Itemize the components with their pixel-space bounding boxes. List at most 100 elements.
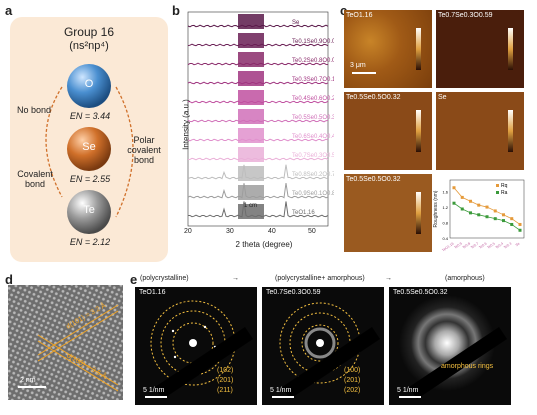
roughness-xtick-8: Se — [515, 242, 521, 248]
xrd-ylabel: Intensity (a.u.) — [181, 99, 191, 150]
xtick-50: 50 — [308, 228, 316, 235]
saed-header-mixed: (polycrystalline+ amorphous) — [275, 275, 365, 282]
hrtem-scale-label: 2 nm — [20, 377, 36, 384]
xrd-series-label-6: Te0.6Se0.4O0.49 — [292, 134, 334, 140]
saed-pattern-1 — [145, 300, 253, 399]
xrd-scale-label: 1 cm — [244, 203, 258, 209]
roughness-point-0-3 — [477, 203, 481, 207]
saed-title-2: Te0.7Se0.3O0.59 — [266, 289, 321, 296]
afm-label-5: Te0.5Se0.5O0.32 — [346, 176, 401, 183]
roughness-xtick-1: Te0.9 — [454, 242, 463, 250]
saed-header-amorphous: (amorphous) — [445, 275, 485, 282]
roughness-point-1-8 — [518, 228, 522, 232]
roughness-xtick-2: Te0.8 — [462, 242, 471, 250]
xrd-series-label-5: Te0.5Se0.5O0.32 — [292, 115, 334, 121]
ring-label-211: (211) — [217, 387, 233, 394]
colorbar-5 — [416, 192, 421, 234]
sample-photo-0 — [238, 14, 264, 29]
group-title: Group 16 — [63, 25, 115, 39]
roughness-point-0-1 — [460, 195, 464, 199]
ring-label-202: (202) — [344, 387, 361, 394]
sample-photo-10 — [238, 204, 264, 219]
sample-photo-2 — [238, 52, 264, 67]
xrd-series-label-7: Te0.7Se0.3O0.59 — [292, 153, 334, 159]
afm-label-4: Se — [438, 94, 447, 101]
roughness-ytick-0: 0.4 — [442, 236, 448, 241]
roughness-point-1-4 — [485, 215, 489, 219]
xrd-series-label-8: Te0.8Se0.2O0.7 — [292, 172, 334, 178]
roughness-legend-swatch-0 — [496, 184, 499, 187]
roughness-xtick-3: Te0.7 — [470, 242, 479, 250]
roughness-legend-0: Rq — [501, 183, 508, 189]
xrd-series-label-1: Te0.1Se0.9O0.04 — [292, 39, 334, 45]
colorbar-2 — [508, 28, 513, 70]
colorbar-4 — [508, 110, 513, 152]
symbol-se: Se — [82, 141, 96, 153]
en-o: EN = 3.44 — [69, 111, 111, 121]
sample-photo-7 — [238, 147, 264, 162]
saed-scale-3: 5 1/nm — [397, 387, 419, 394]
afm-scale-bar — [352, 72, 376, 74]
saed-arrow-2: → — [385, 275, 392, 282]
oxygen-sphere — [67, 64, 111, 108]
ring-label-100: (100) — [344, 367, 361, 374]
afm-label-1: TeO1.16 — [346, 12, 373, 19]
xrd-frame — [187, 11, 329, 227]
roughness-xtick-0: TeO1.16 — [441, 242, 454, 253]
roughness-point-0-2 — [469, 199, 472, 203]
symbol-o: O — [84, 78, 94, 90]
panel-label-e: e — [130, 272, 138, 287]
roughness-point-0-0 — [452, 186, 456, 190]
roughness-point-1-0 — [452, 201, 456, 205]
roughness-point-1-3 — [477, 213, 481, 217]
saed-title-1: TeO1.16 — [139, 289, 166, 296]
panel-label-a: a — [5, 3, 13, 18]
amorphous-rings-label: amorphous rings — [441, 363, 494, 370]
panel-d: d(101) = 3.2 Å d(100) = 3.5 Å 2 nm — [8, 285, 123, 400]
colorbar-1 — [416, 28, 421, 70]
element-diagram — [45, 64, 134, 234]
panel-label-c: c — [340, 3, 347, 18]
roughness-bg — [436, 174, 528, 260]
roughness-xtick-6: Te0.4 — [495, 242, 504, 250]
en-te: EN = 2.12 — [69, 237, 111, 247]
xrd-chart: Se Te0.1Se0.9O0.04 Te0.2Se0.8O0.09 Te0.3Se0… — [187, 11, 334, 227]
xrd-series-label-2: Te0.2Se0.8O0.09 — [292, 58, 334, 64]
xrd-series-label-0: Se — [292, 20, 300, 26]
roughness-legend-1: Ra — [501, 190, 508, 196]
saed-image-1: TeO1.16 (102) (201) (211) 5 1/nm — [135, 287, 257, 405]
selenium-sphere — [67, 127, 111, 171]
sample-photo-4 — [238, 90, 264, 105]
roughness-point-0-7 — [510, 217, 514, 221]
sample-photo-9 — [238, 185, 264, 200]
saed-pattern-3 — [399, 295, 507, 399]
xrd-series-label-3: Te0.3Se0.7O0.15 — [292, 77, 334, 83]
xrd-xlabel: 2 theta (degree) — [235, 240, 293, 249]
no-bond-label: No bond — [16, 105, 52, 115]
afm-scale-label: 3 μm — [350, 62, 366, 69]
saed-image-2: Te0.7Se0.3O0.59 (100) (201) (202) 5 1/nm — [262, 287, 384, 405]
roughness-xtick-7: Te0.3 — [503, 242, 512, 250]
roughness-point-0-6 — [502, 213, 505, 217]
roughness-point-1-2 — [469, 211, 472, 215]
roughness-xtick-4: Te0.6 — [478, 242, 487, 250]
roughness-xtick-5: Te0.5 — [487, 242, 496, 250]
roughness-ytick-2: 1.2 — [442, 205, 448, 210]
xrd-series-label-4: Te0.4Se0.6O0.23 — [292, 96, 334, 102]
xtick-20: 20 — [184, 228, 192, 235]
panel-label-b: b — [172, 3, 180, 18]
group-subtitle: (ns²np⁴) — [69, 40, 109, 52]
polar-covalent-label: Polar covalent bond — [127, 135, 161, 165]
tellurium-sphere — [67, 190, 111, 234]
covalent-bond-label: Covalent bond — [17, 169, 53, 189]
roughness-point-0-5 — [493, 209, 497, 213]
panel-a: Group 16 (ns²np⁴) O Se Te EN = 3.44 EN =… — [10, 17, 168, 262]
saed-title-3: Te0.5Se0.5O0.32 — [393, 289, 448, 296]
afm-label-3: Te0.5Se0.5O0.32 — [346, 94, 401, 101]
saed-image-3: Te0.5Se0.5O0.32 amorphous rings 5 1/nm — [389, 287, 511, 405]
afm-label-2: Te0.7Se0.3O0.59 — [438, 12, 493, 19]
saed-scale-2: 5 1/nm — [270, 387, 292, 394]
xtick-40: 40 — [268, 228, 276, 235]
xrd-series-label-9: Te0.9Se0.1O0.8 — [292, 191, 334, 197]
sample-photo-1 — [238, 33, 264, 48]
